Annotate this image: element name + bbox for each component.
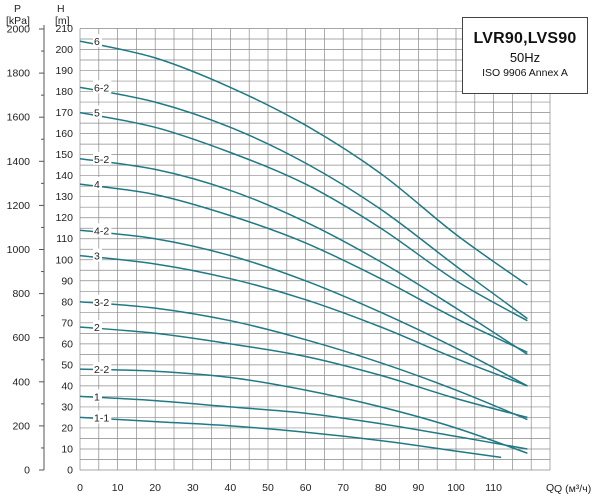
- head-tick-label: 0: [67, 465, 73, 477]
- head-tick-label: 20: [61, 422, 73, 434]
- pump-curve-1-1: [79, 416, 502, 459]
- curve-label-bg: [93, 320, 102, 334]
- head-tick-label: 170: [55, 107, 73, 119]
- head-tick-label: 160: [55, 128, 73, 140]
- head-tick-label: 130: [55, 191, 73, 203]
- curve-label-bg: [93, 80, 112, 94]
- pump-curve-4-2: [79, 229, 528, 387]
- x-tick-label: 70: [337, 482, 349, 494]
- pump-curve-2-2: [79, 368, 528, 454]
- curve-label-bg: [93, 105, 102, 119]
- pump-curve-3: [79, 254, 528, 387]
- curve-label-bg: [93, 389, 102, 403]
- curve-label-2: 2: [94, 322, 100, 334]
- pressure-tick-label: 1800: [7, 68, 31, 80]
- curve-label-5: 5: [94, 108, 100, 120]
- curve-label-6: 6: [94, 36, 100, 48]
- head-tick-label: 50: [61, 359, 73, 371]
- head-tick-label: 70: [61, 317, 73, 329]
- pressure-tick-label: 1600: [7, 112, 31, 124]
- head-tick-label: 40: [61, 380, 73, 392]
- curve-label-4-2: 4-2: [94, 225, 109, 237]
- head-tick-label: 210: [55, 23, 73, 35]
- head-tick-label: 200: [55, 44, 73, 56]
- curve-label-3-2: 3-2: [94, 297, 109, 309]
- curve-label-bg: [93, 248, 102, 262]
- pressure-tick-label: 400: [12, 376, 30, 388]
- pressure-tick-label: 200: [12, 420, 30, 432]
- head-tick-label: 190: [55, 65, 73, 77]
- pump-curve-6: [79, 40, 528, 286]
- pressure-axis-name: P: [14, 3, 21, 15]
- head-tick-label: 120: [55, 212, 73, 224]
- x-axis-label: Q (м³/ч): [554, 483, 591, 495]
- curve-label-5-2: 5-2: [94, 154, 109, 166]
- head-tick-label: 90: [61, 275, 73, 287]
- head-tick-label: 60: [61, 338, 73, 350]
- pump-curve-1: [79, 395, 528, 450]
- x-tick-label: 80: [375, 482, 387, 494]
- pressure-tick-label: 2000: [7, 24, 31, 36]
- axis-layer: P [kPa] H [m] Q Q (м³/ч) 0 10 20 30 40 50 60 70…: [6, 3, 591, 495]
- pressure-tick-label: 800: [12, 288, 30, 300]
- pressure-tick-label: 1400: [7, 156, 31, 168]
- pump-curve-3-2: [79, 301, 528, 421]
- chart-frequency: 50Hz: [509, 50, 541, 65]
- x-tick-label: 40: [225, 482, 237, 494]
- curve-label-6-2: 6-2: [94, 82, 109, 94]
- curve-label-bg: [93, 362, 112, 376]
- pressure-tick-label: 600: [12, 332, 30, 344]
- grid-layer: [79, 28, 551, 471]
- pump-curve-4: [79, 183, 528, 353]
- pressure-tick-label: 0: [24, 465, 30, 477]
- curve-label-bg: [93, 294, 112, 308]
- head-axis-name: H: [57, 3, 65, 15]
- head-tick-label: 80: [61, 296, 73, 308]
- curve-label-bg: [93, 34, 102, 48]
- x-tick-label: 60: [300, 482, 312, 494]
- head-tick-label: 30: [61, 401, 73, 413]
- x-axis-end-tick: Q: [546, 482, 554, 494]
- chart-title: LVR90,LVS90: [473, 30, 577, 47]
- head-tick-label: 100: [55, 254, 73, 266]
- x-tick-label: 90: [413, 482, 425, 494]
- curve-label-4: 4: [94, 179, 100, 191]
- curve-label-1: 1: [94, 391, 100, 403]
- curve-label-bg: [93, 410, 112, 424]
- x-tick-label: 20: [149, 482, 161, 494]
- x-tick-label: 110: [485, 482, 502, 494]
- head-tick-label: 150: [55, 149, 73, 161]
- pump-curve-5: [79, 111, 528, 322]
- pump-curve-5-2: [79, 158, 528, 356]
- curve-label-3: 3: [94, 251, 100, 263]
- head-tick-label: 10: [61, 443, 73, 455]
- curve-label-bg: [93, 151, 112, 165]
- pump-curve-6-2: [79, 86, 528, 320]
- chart-title-box: LVR90,LVS90 50Hz ISO 9906 Annex A: [462, 17, 588, 94]
- x-tick-label: 50: [262, 482, 274, 494]
- x-tick-label: 100: [447, 482, 465, 494]
- head-tick-label: 180: [55, 86, 73, 98]
- x-tick-label: 0: [77, 482, 83, 494]
- curve-label-2-2: 2-2: [94, 364, 109, 376]
- x-tick-label: 10: [112, 482, 124, 494]
- pressure-tick-label: 1000: [7, 244, 31, 256]
- pressure-axis-unit: [kPa]: [6, 15, 30, 27]
- pressure-tick-label: 1200: [7, 200, 31, 212]
- pump-curve-2: [79, 326, 528, 419]
- curve-label-1-1: 1-1: [94, 412, 109, 424]
- x-tick-label: 30: [187, 482, 199, 494]
- head-axis-unit: [m]: [55, 15, 70, 27]
- curve-label-layer: 6 6-2 5 5-2 4 4-2 3 3-2 2 2-2 1 1-1: [93, 34, 112, 424]
- head-tick-label: 110: [56, 233, 73, 245]
- head-tick-label: 140: [55, 170, 73, 182]
- curve-label-bg: [93, 223, 112, 237]
- curve-label-bg: [93, 177, 102, 191]
- curve-layer: [79, 40, 528, 459]
- chart-standard: ISO 9906 Annex A: [482, 67, 568, 79]
